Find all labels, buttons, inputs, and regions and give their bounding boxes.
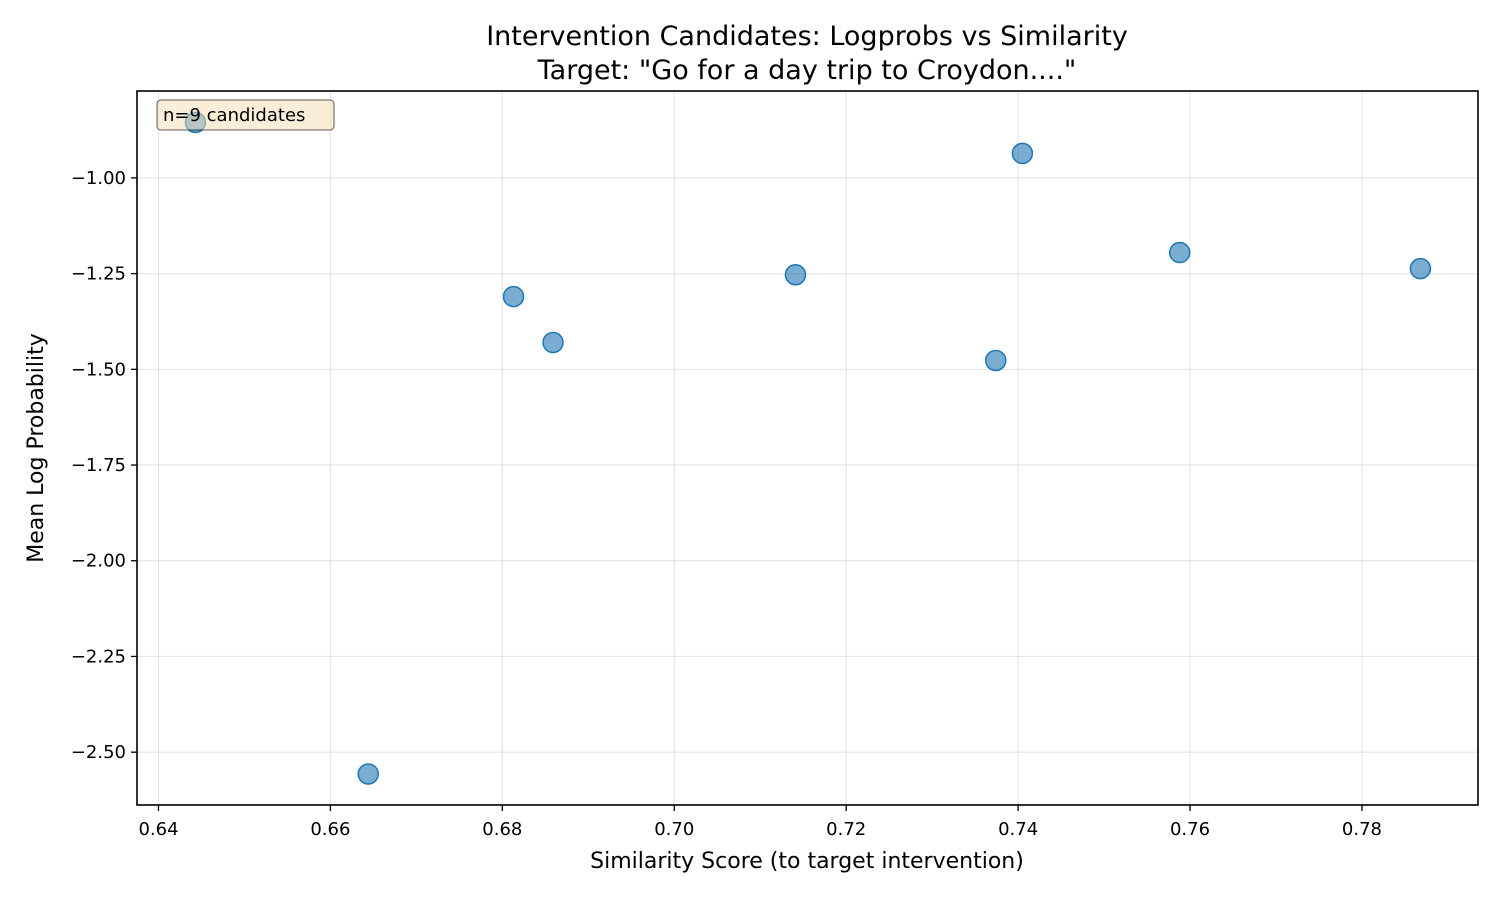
- x-tick-label: 0.72: [826, 819, 866, 840]
- x-tick-label: 0.64: [138, 819, 178, 840]
- scatter-point: [357, 763, 379, 785]
- scatter-point: [1409, 257, 1432, 280]
- grid: [137, 91, 1478, 805]
- scatter-point: [502, 285, 525, 308]
- scatter-point: [1168, 241, 1191, 264]
- annotation-text: n=9 candidates: [163, 105, 305, 126]
- x-axis-label: Similarity Score (to target intervention…: [590, 849, 1024, 874]
- x-tick-label: 0.76: [1170, 819, 1210, 840]
- x-tick-label: 0.70: [654, 819, 694, 840]
- x-tick-label: 0.74: [998, 819, 1038, 840]
- chart-subtitle: Target: "Go for a day trip to Croydon...…: [537, 55, 1077, 86]
- plot-area-background: [137, 91, 1478, 805]
- x-tick-label: 0.68: [482, 819, 522, 840]
- scatter-point: [985, 349, 1007, 372]
- y-axis-label: Mean Log Probability: [24, 333, 49, 563]
- y-tick-label: −1.50: [71, 359, 126, 380]
- x-tick-label: 0.78: [1342, 819, 1382, 840]
- y-tick-label: −1.75: [71, 455, 126, 476]
- y-tick-label: −1.00: [71, 168, 126, 189]
- annotation-box: n=9 candidates: [156, 99, 335, 131]
- scatter-point: [784, 264, 807, 286]
- x-tick-label: 0.66: [310, 819, 350, 840]
- annotation-background: [156, 99, 335, 131]
- y-tick-label: −2.25: [71, 646, 126, 667]
- scatter-point: [542, 331, 564, 354]
- axes-frame: [136, 90, 1479, 806]
- y-tick-label: −2.50: [71, 742, 126, 763]
- scatter-point: [1011, 142, 1034, 165]
- y-tick-label: −1.25: [71, 264, 126, 285]
- y-tick-label: −2.00: [71, 551, 126, 572]
- chart-title: Intervention Candidates: Logprobs vs Sim…: [486, 21, 1128, 52]
- axis-ticks: 0.64 0.66 0.68 0.70 0.72 0.74 0.76 0.78 −1.00 −1.…: [71, 168, 1382, 840]
